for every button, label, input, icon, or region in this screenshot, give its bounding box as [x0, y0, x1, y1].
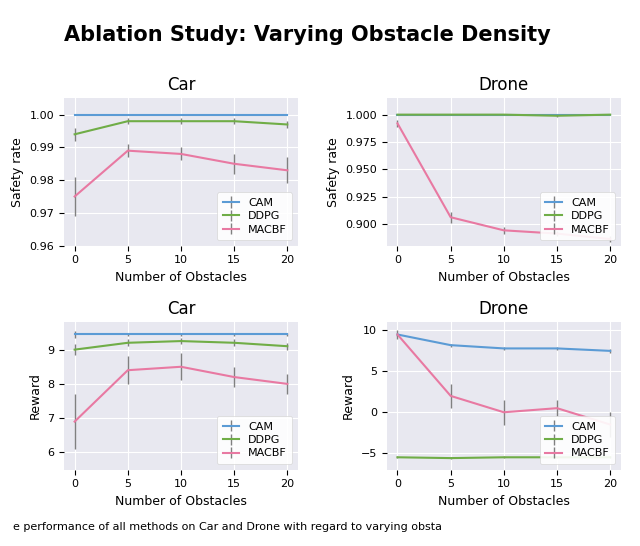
Text: Ablation Study: Varying Obstacle Density: Ablation Study: Varying Obstacle Density — [64, 25, 551, 45]
Y-axis label: Reward: Reward — [342, 372, 355, 419]
X-axis label: Number of Obstacles: Number of Obstacles — [438, 495, 570, 508]
Text: e performance of all methods on Car and Drone with regard to varying obsta: e performance of all methods on Car and … — [13, 523, 442, 532]
Title: Drone: Drone — [479, 300, 529, 318]
Legend: CAM, DDPG, MACBF: CAM, DDPG, MACBF — [540, 192, 615, 240]
Title: Car: Car — [167, 76, 195, 94]
Y-axis label: Safety rate: Safety rate — [326, 137, 340, 207]
X-axis label: Number of Obstacles: Number of Obstacles — [115, 271, 247, 284]
Y-axis label: Safety rate: Safety rate — [11, 137, 24, 207]
X-axis label: Number of Obstacles: Number of Obstacles — [438, 271, 570, 284]
Legend: CAM, DDPG, MACBF: CAM, DDPG, MACBF — [217, 192, 292, 240]
Y-axis label: Reward: Reward — [29, 372, 42, 419]
X-axis label: Number of Obstacles: Number of Obstacles — [115, 495, 247, 508]
Title: Drone: Drone — [479, 76, 529, 94]
Title: Car: Car — [167, 300, 195, 318]
Legend: CAM, DDPG, MACBF: CAM, DDPG, MACBF — [217, 416, 292, 464]
Legend: CAM, DDPG, MACBF: CAM, DDPG, MACBF — [540, 416, 615, 464]
